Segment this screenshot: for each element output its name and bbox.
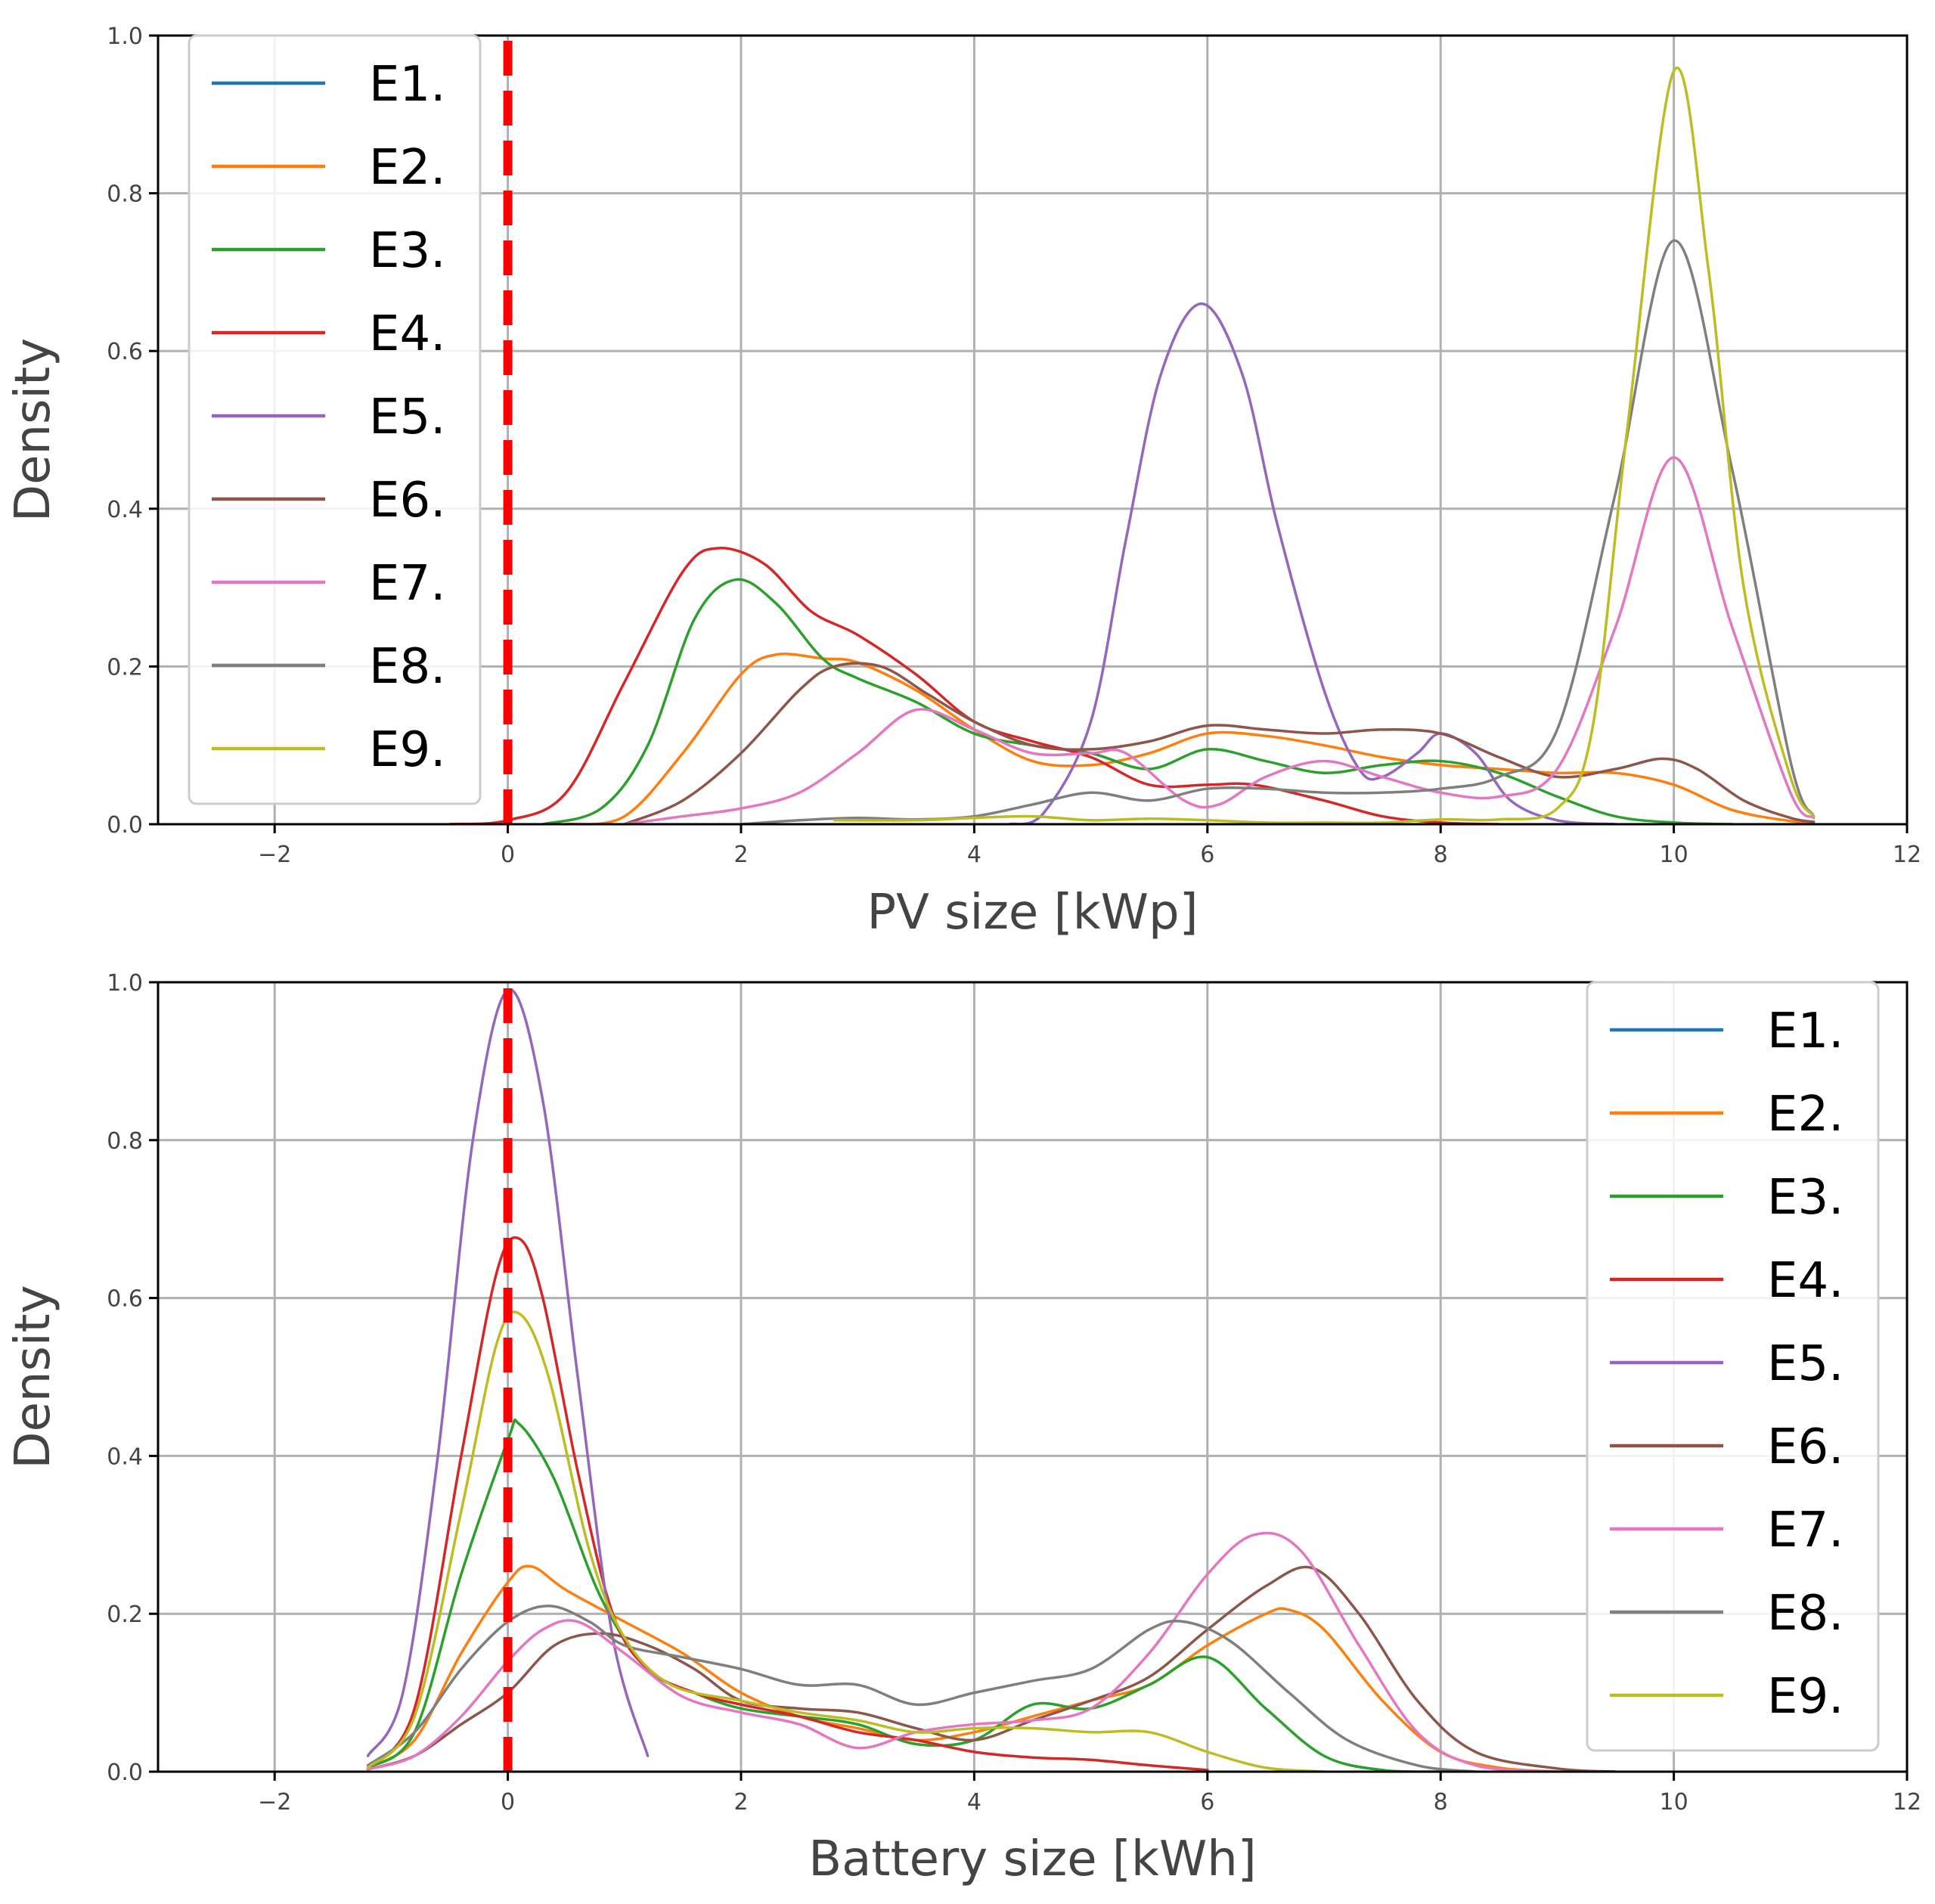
x-tick-label: 6 bbox=[1200, 842, 1214, 868]
series-lines bbox=[366, 988, 1617, 1772]
legend-label: E1. bbox=[369, 57, 446, 113]
series-line-e6 bbox=[366, 1565, 1617, 1772]
plot-frame bbox=[157, 34, 1909, 826]
legend: E1. E2. E3. E4. E5. E6. E7. E8. E9. bbox=[188, 34, 482, 805]
series-line-e9 bbox=[366, 1310, 1326, 1772]
legend-label: E4. bbox=[369, 306, 446, 362]
y-tick-label: 1.0 bbox=[107, 23, 143, 50]
x-tick-label: 12 bbox=[1893, 1789, 1921, 1816]
y-tick-label: 0.8 bbox=[107, 1128, 143, 1155]
series-line-e7 bbox=[623, 456, 1816, 824]
x-tick-label: 6 bbox=[1200, 1789, 1214, 1816]
legend-label: E2. bbox=[369, 140, 446, 196]
series-line-e3 bbox=[541, 578, 1734, 824]
legend-label: E9. bbox=[1767, 1669, 1844, 1725]
legend-label: E6. bbox=[1767, 1419, 1844, 1475]
y-tick-label: 1.0 bbox=[107, 970, 143, 997]
y-tick-label: 0.6 bbox=[107, 339, 143, 365]
legend-label: E5. bbox=[369, 389, 446, 445]
battery-density-chart: −2 0 2 4 6 8 10 12 0.0 0.2 0.4 0.6 0.8 1.0 Battery siz… bbox=[5, 970, 1921, 1887]
x-tick-label: 8 bbox=[1434, 842, 1448, 868]
legend-label: E6. bbox=[369, 473, 446, 529]
series-line-e9 bbox=[833, 67, 1816, 824]
legend-label: E3. bbox=[1767, 1170, 1844, 1226]
series-line-e6 bbox=[623, 662, 1816, 824]
y-tick-label: 0.4 bbox=[107, 1444, 143, 1470]
legend-label: E9. bbox=[369, 722, 446, 778]
y-tick-label: 0.6 bbox=[107, 1286, 143, 1313]
y-tick-label: 0.2 bbox=[107, 1602, 143, 1628]
y-axis-label: Density bbox=[5, 338, 61, 522]
series-line-e5 bbox=[1007, 302, 1617, 824]
pv-density-chart: −2 0 2 4 6 8 10 12 0.0 0.2 0.4 0.6 0.8 1.0 PV size [kW… bbox=[5, 23, 1921, 941]
series-line-e3 bbox=[366, 1418, 1442, 1772]
y-axis-label: Density bbox=[5, 1285, 61, 1468]
legend-label: E4. bbox=[1767, 1253, 1844, 1309]
x-tick-label: 10 bbox=[1660, 1789, 1688, 1816]
x-axis-label: Battery size [kWh] bbox=[808, 1831, 1257, 1887]
series-line-e4 bbox=[366, 1236, 1209, 1772]
series-line-e4 bbox=[448, 547, 1501, 824]
x-tick-label: 2 bbox=[733, 842, 748, 868]
legend-label: E8. bbox=[369, 639, 446, 695]
legend: E1. E2. E3. E4. E5. E6. E7. E8. E9. bbox=[1586, 981, 1880, 1752]
legend-label: E3. bbox=[369, 223, 446, 279]
series-line-e2 bbox=[564, 653, 1816, 824]
x-tick-label: 4 bbox=[967, 842, 981, 868]
legend-label: E2. bbox=[1767, 1087, 1844, 1143]
series-line-e2 bbox=[366, 1564, 1559, 1772]
x-tick-label: 8 bbox=[1434, 1789, 1448, 1816]
legend-label: E7. bbox=[1767, 1502, 1844, 1558]
x-axis-label: PV size [kWp] bbox=[867, 885, 1198, 941]
series-lines bbox=[448, 67, 1816, 824]
legend-label: E1. bbox=[1767, 1003, 1844, 1059]
x-tick-label: 10 bbox=[1660, 842, 1688, 868]
plot-frame bbox=[157, 981, 1909, 1773]
legend-box bbox=[1586, 981, 1880, 1752]
y-tick-label: 0.8 bbox=[107, 181, 143, 208]
series-line-e8 bbox=[366, 1605, 1478, 1772]
x-tick-label: 2 bbox=[733, 1789, 748, 1816]
legend-label: E7. bbox=[369, 556, 446, 612]
ticks: −2 0 2 4 6 8 10 12 0.0 0.2 0.4 0.6 0.8 1.0 bbox=[107, 23, 1921, 868]
x-tick-label: −2 bbox=[258, 842, 291, 868]
legend-label: E5. bbox=[1767, 1336, 1844, 1392]
legend-box bbox=[188, 34, 482, 805]
x-tick-label: 12 bbox=[1893, 842, 1921, 868]
series-line-e7 bbox=[366, 1531, 1559, 1772]
x-tick-label: 0 bbox=[501, 842, 515, 868]
legend-label: E8. bbox=[1767, 1586, 1844, 1642]
ticks: −2 0 2 4 6 8 10 12 0.0 0.2 0.4 0.6 0.8 1.0 bbox=[107, 970, 1921, 1816]
y-tick-label: 0.2 bbox=[107, 654, 143, 681]
y-tick-label: 0.0 bbox=[107, 1760, 143, 1786]
x-tick-label: 0 bbox=[501, 1789, 515, 1816]
x-tick-label: −2 bbox=[258, 1789, 291, 1816]
y-tick-label: 0.0 bbox=[107, 812, 143, 839]
y-tick-label: 0.4 bbox=[107, 497, 143, 523]
x-tick-label: 4 bbox=[967, 1789, 981, 1816]
